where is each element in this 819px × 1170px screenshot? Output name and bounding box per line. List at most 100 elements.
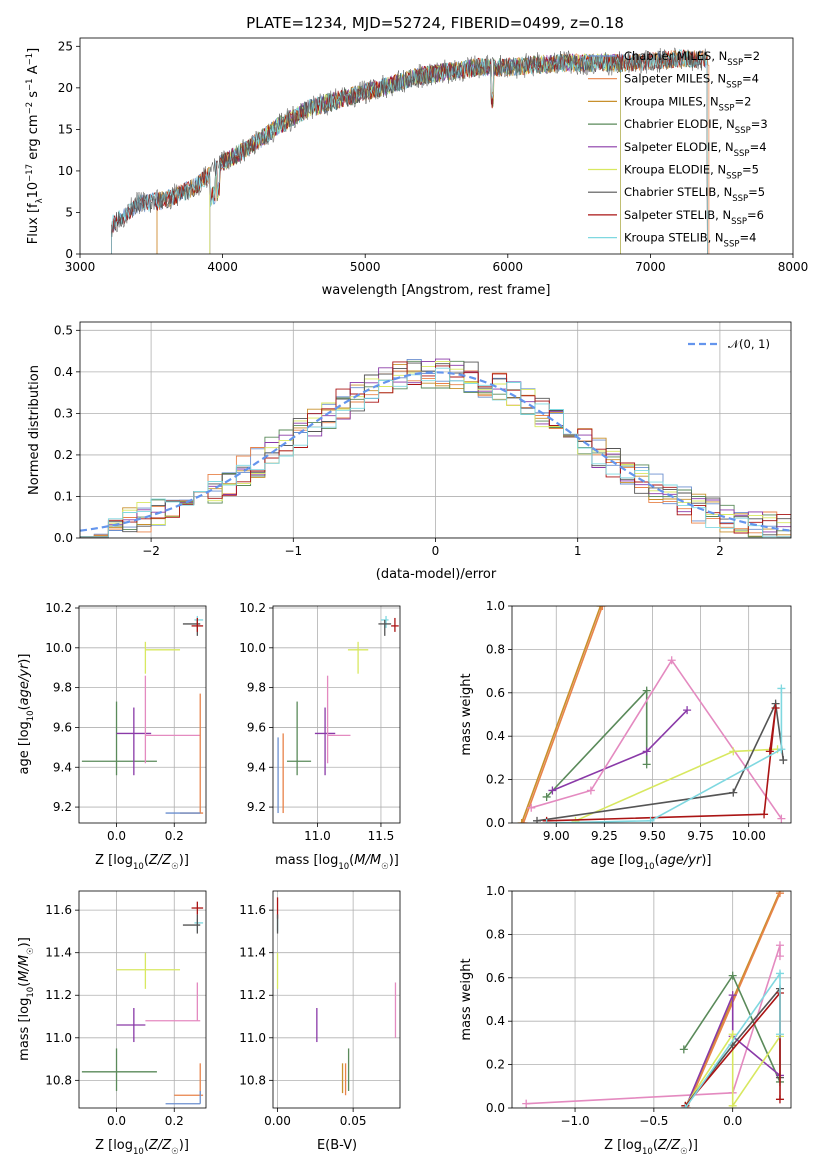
x-tick-label: 9.75 xyxy=(687,829,714,843)
weight-marker xyxy=(667,656,676,665)
y-tick-label: 0.2 xyxy=(486,1058,505,1072)
y-axis-label: mass weight xyxy=(459,958,474,1040)
x-tick-label: 3000 xyxy=(65,260,96,274)
y-tick-label: 0 xyxy=(65,247,73,261)
weight-marker xyxy=(777,745,786,754)
legend-label: 𝒩(0, 1) xyxy=(728,337,770,351)
plot-area xyxy=(79,606,206,823)
x-tick-label: −1 xyxy=(284,544,302,558)
legend: Chabrier MILES, NSSP=2 Salpeter MILES, NS… xyxy=(588,49,768,250)
y-tick-label: 0.3 xyxy=(54,406,73,420)
plot-area xyxy=(79,891,206,1108)
axes-frame xyxy=(79,37,794,255)
x-axis-label: age [log10(age/yr)] xyxy=(591,853,712,872)
weight-marker xyxy=(683,706,692,715)
y-tick-label: 11.4 xyxy=(239,946,266,960)
y-tick-label: 0.5 xyxy=(54,323,73,337)
weight-marker xyxy=(728,1030,737,1039)
legend-label: Salpeter STELIB, NSSP=6 xyxy=(624,208,764,227)
weight-marker xyxy=(775,941,784,950)
x-axis-label: wavelength [Angstrom, rest frame] xyxy=(322,283,551,298)
weight-marker xyxy=(729,788,738,797)
weight-line xyxy=(536,700,785,822)
y-tick-label: 0.8 xyxy=(486,927,505,941)
y-tick-label: 0.4 xyxy=(486,729,505,743)
weight-marker xyxy=(729,747,738,756)
y-tick-label: 0.0 xyxy=(54,531,73,545)
weight-marker xyxy=(775,952,784,961)
y-tick-label: 9.4 xyxy=(247,760,266,774)
x-tick-label: 0.0 xyxy=(107,829,126,843)
x-axis-label: Z [log10(Z/Z☉)] xyxy=(95,853,189,872)
weight-marker xyxy=(596,606,605,610)
x-axis-label: E(B-V) xyxy=(317,1138,357,1153)
y-tick-label: 11.0 xyxy=(239,1031,266,1045)
y-tick-label: 10.0 xyxy=(45,641,72,655)
weight-marker xyxy=(598,606,607,610)
y-tick-label: 0.1 xyxy=(54,489,73,503)
legend-label: Chabrier ELODIE, NSSP=3 xyxy=(624,117,768,136)
x-axis-label: Z [log10(Z/Z☉)] xyxy=(95,1138,189,1157)
x-axis-label: mass [log10(M/M☉)] xyxy=(275,853,399,872)
x-tick-label: 2 xyxy=(716,544,724,558)
axes-frame xyxy=(78,605,207,824)
legend-label: Chabrier MILES, NSSP=2 xyxy=(624,49,760,68)
x-tick-label: 0.0 xyxy=(723,1114,742,1128)
weight-marker xyxy=(548,786,557,795)
x-tick-label: 0.0 xyxy=(107,1114,126,1128)
normal-curve xyxy=(80,371,791,532)
y-tick-label: 25 xyxy=(58,39,73,53)
plot-area xyxy=(273,891,400,1108)
x-tick-label: −1.0 xyxy=(560,1114,589,1128)
weight-marker xyxy=(681,1104,690,1108)
y-tick-label: 10.0 xyxy=(239,641,266,655)
y-tick-label: 9.6 xyxy=(53,720,72,734)
y-tick-label: 0.0 xyxy=(486,816,505,830)
y-tick-label: 11.6 xyxy=(239,903,266,917)
y-axis-label: mass weight xyxy=(459,673,474,755)
y-tick-label: 5 xyxy=(65,205,73,219)
legend-label: Kroupa STELIB, NSSP=4 xyxy=(624,231,756,250)
weight-marker xyxy=(586,786,595,795)
y-tick-label: 9.2 xyxy=(247,800,266,814)
weight-marker xyxy=(522,1099,531,1108)
weight-line xyxy=(530,658,783,820)
x-tick-label: −2 xyxy=(142,544,160,558)
weight-marker xyxy=(527,803,536,812)
weight-line xyxy=(522,606,604,823)
y-tick-label: 10 xyxy=(58,164,73,178)
plot-area xyxy=(111,47,710,254)
mass-vs-metallicity-panel: 0.0 0.2 10.8 11.0 11.2 11.4 11.6 Z [log10(Z/Z☉)… xyxy=(17,890,207,1157)
y-tick-label: 11.0 xyxy=(45,1031,72,1045)
legend-label: Chabrier STELIB, NSSP=5 xyxy=(624,185,765,204)
x-tick-label: 9.25 xyxy=(591,829,618,843)
weight-marker xyxy=(519,819,528,823)
y-tick-label: 10.2 xyxy=(239,601,266,615)
weight-marker xyxy=(765,747,774,756)
y-tick-label: 1.0 xyxy=(486,884,505,898)
weight-marker xyxy=(775,969,784,978)
y-tick-label: 11.2 xyxy=(239,988,266,1002)
x-tick-label: 0.00 xyxy=(264,1114,291,1128)
x-tick-label: 0 xyxy=(432,544,440,558)
y-tick-label: 11.4 xyxy=(45,946,72,960)
residual-histogram-panel: −2 −1 0 1 2 0.0 0.1 0.2 0.3 0.4 0.5 (data-model)/er… xyxy=(27,321,792,582)
y-axis-label: Normed distribution xyxy=(27,365,42,495)
weight-marker xyxy=(771,703,780,712)
y-tick-label: 0.4 xyxy=(54,365,73,379)
x-tick-label: 0.2 xyxy=(165,1114,184,1128)
plot-area xyxy=(80,322,791,538)
y-tick-label: 11.6 xyxy=(45,903,72,917)
weight-marker xyxy=(777,684,786,693)
legend-label: Kroupa MILES, NSSP=2 xyxy=(624,94,751,113)
x-tick-label: 4000 xyxy=(207,260,238,274)
mass-vs-extinction-panel: 0.00 0.05 10.8 11.0 11.2 11.4 11.6 E(B-V) xyxy=(239,890,401,1153)
x-tick-label: 0.2 xyxy=(165,829,184,843)
y-tick-label: 10.2 xyxy=(45,601,72,615)
y-tick-label: 0.6 xyxy=(486,971,505,985)
weight-marker xyxy=(728,991,737,1000)
weight-marker xyxy=(775,1095,784,1104)
y-tick-label: 9.6 xyxy=(247,720,266,734)
y-tick-label: 9.8 xyxy=(53,681,72,695)
weight-marker xyxy=(571,816,580,823)
